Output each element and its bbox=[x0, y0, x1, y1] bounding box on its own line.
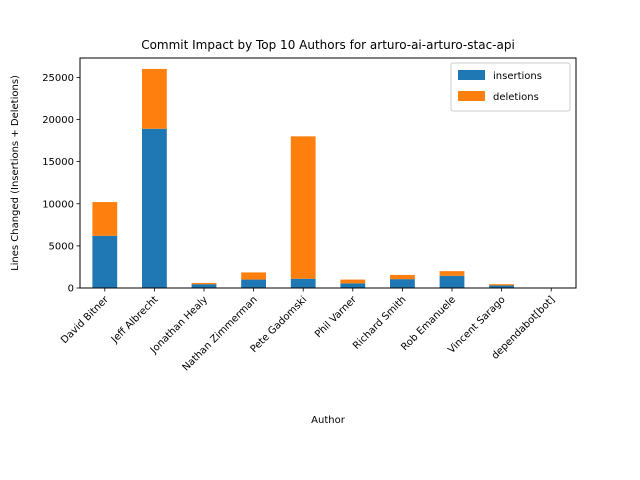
bar-deletions-4 bbox=[290, 136, 316, 279]
plot-frame bbox=[79, 57, 577, 289]
legend-label-deletions: deletions bbox=[493, 92, 539, 103]
bar-insertions-3 bbox=[241, 279, 266, 288]
bar-deletions-2 bbox=[191, 282, 217, 285]
y-axis: 0 5000 10000 15000 20000 25000 bbox=[42, 73, 80, 295]
y-tick-label-5: 25000 bbox=[42, 73, 74, 84]
bar-insertions-0 bbox=[92, 235, 118, 288]
legend-swatch-insertions bbox=[458, 70, 485, 80]
chart-title: Commit Impact by Top 10 Authors for artu… bbox=[141, 38, 515, 52]
bar-deletions-1 bbox=[142, 68, 167, 129]
y-tick-label-0: 0 bbox=[68, 284, 74, 295]
bars-group bbox=[92, 68, 564, 288]
bar-deletions-7 bbox=[439, 271, 465, 276]
bar-deletions-5 bbox=[340, 279, 366, 284]
y-tick-label-4: 20000 bbox=[42, 115, 74, 126]
bar-deletions-0 bbox=[92, 202, 118, 236]
legend-swatch-deletions bbox=[458, 91, 485, 101]
bar-insertions-4 bbox=[290, 278, 316, 288]
bar-deletions-6 bbox=[390, 274, 415, 280]
bar-insertions-8 bbox=[489, 285, 514, 288]
bar-insertions-7 bbox=[439, 275, 465, 288]
bar-deletions-3 bbox=[241, 272, 266, 280]
legend: insertions deletions bbox=[450, 62, 571, 112]
legend-label-insertions: insertions bbox=[493, 71, 542, 82]
y-tick-label-3: 15000 bbox=[42, 157, 74, 168]
y-tick-label-1: 5000 bbox=[49, 241, 74, 252]
x-axis-label: Author bbox=[311, 415, 346, 426]
y-tick-label-2: 10000 bbox=[42, 199, 74, 210]
bar-insertions-1 bbox=[142, 128, 167, 288]
y-axis-label: Lines Changed (Insertions + Deletions) bbox=[10, 75, 21, 271]
bar-insertions-5 bbox=[340, 283, 366, 288]
bar-insertions-6 bbox=[390, 279, 415, 288]
bar-insertions-2 bbox=[191, 284, 217, 288]
bar-deletions-8 bbox=[489, 284, 514, 286]
